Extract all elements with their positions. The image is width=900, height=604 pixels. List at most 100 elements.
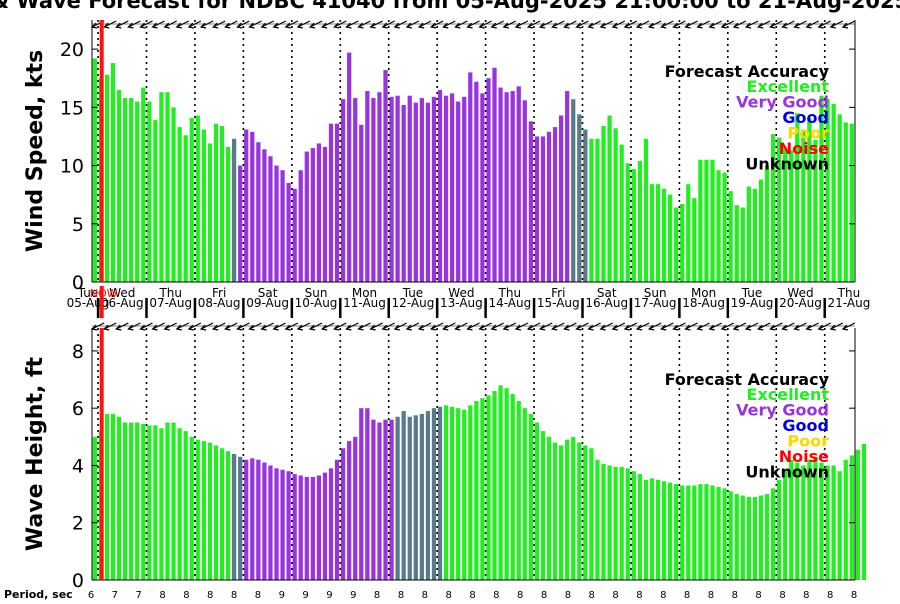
wave-bar [565,439,570,580]
wind-bar [486,78,491,282]
wind-bar [607,115,612,282]
wind-bar [147,101,152,282]
wind-bar [577,114,582,282]
chart-title: & Wave Forecast for NDBC 41040 from 05-A… [0,0,900,13]
wave-bar [292,474,297,580]
wind-bar [110,63,116,282]
wind-bar [716,170,721,282]
wave-direction-arrow [442,322,456,331]
wave-bar [474,401,479,580]
wave-bar [698,484,703,580]
wind-direction-arrow [405,20,420,29]
wave-bar [583,445,588,580]
wave-direction-arrow [805,322,819,331]
wind-bar [298,170,303,282]
wave-direction-arrow [369,322,383,331]
wave-direction-arrow [308,322,323,331]
wind-bar [686,184,691,282]
wave-bar [752,496,758,580]
wind-bar [746,186,751,282]
wind-bar [680,203,685,282]
day-label-strip: Tue05-AugWed06-AugThu07-AugFri08-AugSat0… [67,286,870,318]
wave-bar [371,419,376,580]
wave-direction-arrow [623,322,638,331]
day-date: 08-Aug [198,296,241,310]
wave-bar [837,471,842,580]
wave-bar [207,442,213,580]
wave-bar [795,462,800,580]
wind-direction-arrow [345,20,359,29]
wave-bar [123,422,128,580]
day-date: 13-Aug [440,296,483,310]
wind-bar [813,139,818,282]
wind-bar [613,128,618,282]
wave-bar [147,425,152,580]
wind-bar [104,74,110,282]
wind-direction-arrow [660,20,674,29]
legend-item: Unknown [745,155,829,174]
wind-direction-arrow [115,20,129,29]
wave-bar [680,485,685,580]
wind-direction-arrow [793,20,807,29]
wind-bar [734,205,739,282]
wind-direction-arrow [599,20,613,29]
period-value: 8 [517,590,523,600]
wave-bar [546,436,552,580]
day-name: Sun [305,286,328,300]
wind-ytick-label: 10 [60,156,84,178]
wave-direction-arrow [454,322,468,331]
wave-bar [637,474,642,580]
wind-bar [250,131,255,282]
wave-bar [413,415,418,580]
wave-bar [129,422,134,580]
day-name: Wed [787,286,813,300]
wave-direction-arrow [526,322,541,331]
wind-direction-arrow [720,20,735,29]
wave-direction-arrow [115,322,129,331]
wave-bar [456,408,461,580]
wind-bar [565,91,570,282]
wave-bar [310,476,315,580]
wind-direction-arrow [454,20,468,29]
wind-direction-arrow [308,20,323,29]
day-name: Mon [352,286,377,300]
period-value: 8 [374,590,380,600]
wind-direction-arrow [587,20,601,29]
wind-bar [571,99,576,283]
period-value: 8 [732,590,738,600]
wave-direction-arrow [296,322,311,331]
day-name: Tue [402,286,424,300]
day-name: Fri [551,286,565,300]
period-row: Period, sec 6 7 7 8 8 8 8 8 9 9 9 9 8 8 8 8 8 8 8 8 8 8 8 8 8 8 8 8… [4,588,857,601]
period-value: 8 [589,590,595,600]
day-name: Tue [77,286,99,300]
wind-bar [456,101,461,282]
wind-bar [292,188,297,282]
wave-bar [328,468,334,580]
wind-bar [195,115,200,282]
wind-bar [286,183,291,282]
wave-direction-arrow [720,322,735,331]
wave-bar [510,393,515,580]
wind-bar [498,87,503,282]
wind-direction-arrow [647,20,662,29]
wind-direction-arrow [211,20,226,29]
period-value: 8 [755,590,761,600]
wave-bar [789,459,794,580]
wind-bar [631,169,636,282]
day-date: 07-Aug [149,296,192,310]
wind-bar [540,136,546,282]
day-date: 16-Aug [585,296,628,310]
wave-bar [383,419,388,580]
wind-direction-arrow [708,20,722,29]
wind-bar [371,98,376,283]
wind-bar [450,93,455,282]
wave-direction-arrow [769,322,783,331]
wind-bar [504,92,509,282]
wind-bar [849,123,854,282]
wave-height-panel: 0 2 4 6 8 Wave Height, ft Forecast AccuracyExc… [23,322,867,592]
wind-bar [474,81,479,282]
wind-bar [843,122,848,282]
day-name: Thu [837,286,861,300]
